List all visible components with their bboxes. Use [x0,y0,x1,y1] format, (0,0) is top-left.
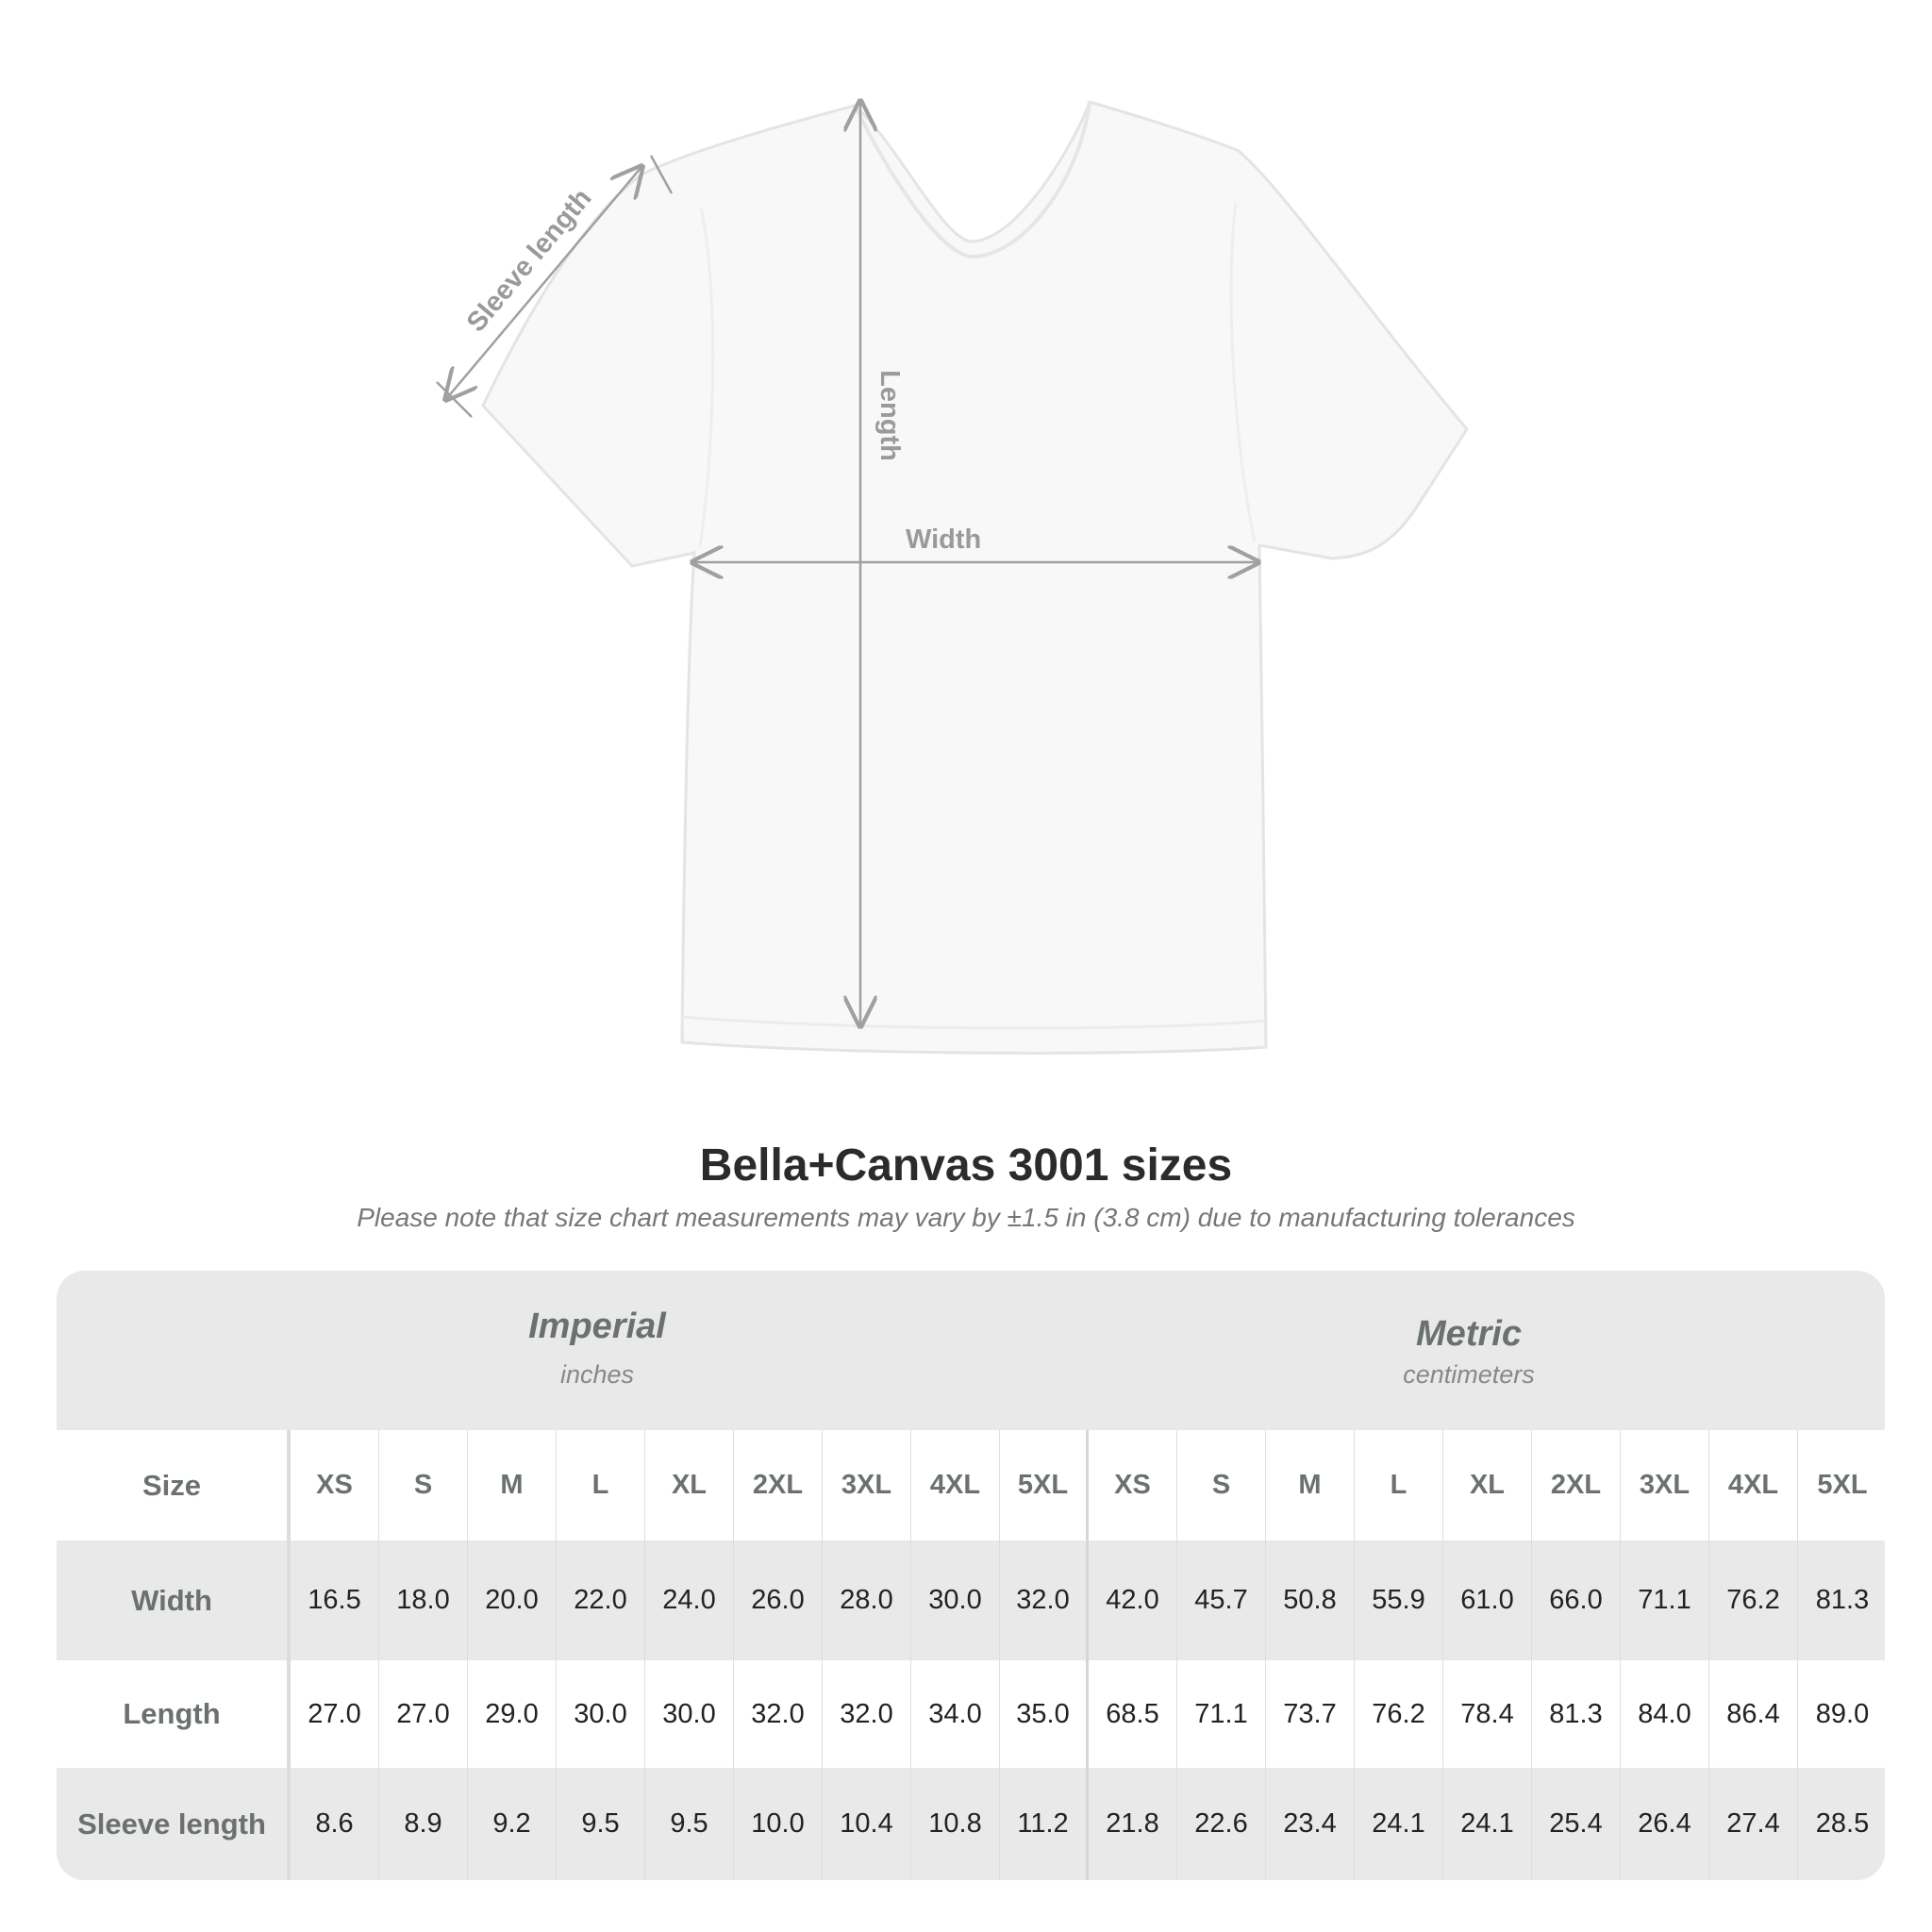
metric-value-cell: 27.4 [1709,1768,1798,1880]
imperial-size-header: 5XL [1000,1430,1089,1541]
imperial-value-cell: 11.2 [1000,1768,1089,1880]
imperial-value-cell: 24.0 [645,1541,734,1660]
tshirt-shape [481,100,1469,1055]
metric-value-cell: 61.0 [1443,1541,1532,1660]
metric-value-cell: 89.0 [1815,1698,1870,1729]
metric-size-header: 2XL [1532,1430,1621,1541]
imperial-value-cell: 32.0 [1000,1541,1089,1660]
tolerance-note: Please note that size chart measurements… [357,1203,1575,1232]
page-title: Bella+Canvas 3001 sizes [699,1141,1233,1191]
metric-unit: centimeters [1403,1360,1535,1389]
metric-value-cell: 81.3 [1532,1660,1621,1768]
imperial-size-header: 3XL [823,1430,911,1541]
metric-size-header: 4XL [1709,1430,1798,1541]
imperial-size-header: L [557,1430,645,1541]
metric-value-cell: 71.1 [1621,1541,1709,1660]
row-label: Width [57,1541,291,1660]
imperial-size-header: XS [291,1430,379,1541]
metric-size-header: XL [1443,1430,1532,1541]
metric-value-cell: 26.4 [1621,1768,1709,1880]
metric-value-cell: 50.8 [1266,1541,1355,1660]
imperial-size-header: S [379,1430,468,1541]
table-row-sleeve-length: Sleeve length 8.6 8.9 9.2 9.5 9.5 10.0 10.4 10.8… [57,1768,1885,1880]
metric-size-header: S [1177,1430,1266,1541]
metric-value-cell: 42.0 [1089,1541,1177,1660]
imperial-value-cell: 16.5 [291,1541,379,1660]
imperial-value-cell: 32.0 [823,1660,911,1768]
metric-size-header: L [1355,1430,1443,1541]
imperial-value-cell: 9.5 [557,1768,645,1880]
metric-value-cell: 68.5 [1089,1660,1177,1768]
table-row-width: Width 16.5 18.0 20.0 22.0 24.0 26.0 28.0 30.0 32.… [57,1541,1885,1660]
metric-size-header: XS [1089,1430,1177,1541]
imperial-value-cell: 26.0 [734,1541,823,1660]
metric-title: Metric [1416,1314,1522,1354]
metric-size-header: M [1266,1430,1355,1541]
imperial-value-cell: 27.0 [291,1660,379,1768]
tshirt-diagram [436,0,1469,1055]
imperial-value-cell: 32.0 [734,1660,823,1768]
metric-value-cell: 45.7 [1177,1541,1266,1660]
size-table: Imperial inches Metric centimeters Size X… [57,1271,1885,1880]
imperial-value-cell: 30.0 [645,1660,734,1768]
metric-value-cell: 24.1 [1443,1768,1532,1880]
imperial-header: Imperial inches [314,1307,880,1390]
metric-value-cell: 86.4 [1709,1660,1798,1768]
metric-value-cell: 76.2 [1355,1660,1443,1768]
imperial-title: Imperial [528,1307,666,1346]
imperial-value-cell: 30.0 [911,1541,1000,1660]
metric-value-cell: 84.0 [1621,1660,1709,1768]
row-label: Sleeve length [57,1768,291,1880]
imperial-value-cell: 20.0 [468,1541,557,1660]
metric-value-cell: 24.1 [1355,1768,1443,1880]
imperial-size-header: 2XL [734,1430,823,1541]
size-header-row: Size XS S M L XL 2XL 3XL 4XL 5XL XS S M L XL 2XL 3XL 4XL 5… [57,1430,1885,1541]
metric-value-cell: 28.5 [1815,1808,1870,1839]
metric-value-cell: 78.4 [1443,1660,1532,1768]
imperial-value-cell: 27.0 [379,1660,468,1768]
metric-size-header: 3XL [1621,1430,1709,1541]
metric-value-cell: 71.1 [1177,1660,1266,1768]
metric-header: Metric centimeters [1186,1314,1752,1390]
imperial-value-cell: 8.6 [291,1768,379,1880]
imperial-value-cell: 8.9 [379,1768,468,1880]
metric-value-cell: 55.9 [1355,1541,1443,1660]
length-label: Length [874,370,905,461]
imperial-value-cell: 9.5 [645,1768,734,1880]
imperial-value-cell: 9.2 [468,1768,557,1880]
table-row-length: Length 27.0 27.0 29.0 30.0 30.0 32.0 32.0 34.0 35… [57,1660,1885,1768]
metric-value-cell: 25.4 [1532,1768,1621,1880]
imperial-value-cell: 35.0 [1000,1660,1089,1768]
imperial-value-cell: 34.0 [911,1660,1000,1768]
imperial-value-cell: 10.4 [823,1768,911,1880]
imperial-value-cell: 10.0 [734,1768,823,1880]
imperial-value-cell: 30.0 [557,1660,645,1768]
sleeve-measure-line [446,167,641,399]
row-label: Length [57,1660,291,1768]
metric-value-cell: 73.7 [1266,1660,1355,1768]
metric-value-cell: 22.6 [1177,1768,1266,1880]
unit-header-band [57,1271,1885,1430]
imperial-value-cell: 18.0 [379,1541,468,1660]
row-label: Size [57,1430,291,1541]
metric-value-cell: 66.0 [1532,1541,1621,1660]
imperial-size-header: 4XL [911,1430,1000,1541]
width-label: Width [906,525,982,555]
imperial-size-header: M [468,1430,557,1541]
imperial-value-cell: 28.0 [823,1541,911,1660]
metric-value-cell: 23.4 [1266,1768,1355,1880]
imperial-unit: inches [559,1360,635,1389]
metric-value-cell: 21.8 [1089,1768,1177,1880]
imperial-value-cell: 29.0 [468,1660,557,1768]
metric-value-cell: 81.3 [1815,1585,1870,1615]
imperial-size-header: XL [645,1430,734,1541]
metric-value-cell: 76.2 [1709,1541,1798,1660]
imperial-value-cell: 10.8 [911,1768,1000,1880]
imperial-value-cell: 22.0 [557,1541,645,1660]
metric-size-header: 5XL [1817,1470,1868,1500]
